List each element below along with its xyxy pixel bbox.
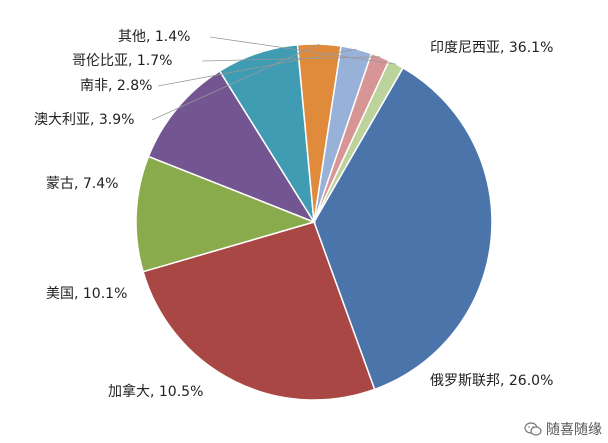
leader-line — [209, 36, 397, 65]
slice-label: 南非, 2.8% — [80, 78, 152, 94]
pie-slice — [135, 155, 317, 273]
pie-slice — [313, 59, 405, 223]
pie-slice — [142, 221, 376, 401]
watermark: 随喜随缘 — [524, 419, 602, 439]
wechat-icon — [524, 422, 542, 436]
pie-slice — [313, 66, 493, 391]
slice-label: 美国, 10.1% — [46, 286, 127, 302]
watermark-text: 随喜随缘 — [546, 422, 602, 438]
slice-label: 澳大利亚, 3.9% — [34, 112, 134, 128]
pie-slice — [147, 69, 316, 224]
slice-label: 印度尼西亚, 36.1% — [430, 40, 553, 56]
slice-label: 蒙古, 7.4% — [46, 176, 118, 192]
slice-label: 其他, 1.4% — [118, 29, 190, 45]
slice-label: 哥伦比亚, 1.7% — [72, 53, 172, 69]
slice-label: 俄罗斯联邦, 26.0% — [430, 373, 553, 389]
leader-line — [157, 48, 357, 87]
slice-label: 加拿大, 10.5% — [108, 383, 203, 400]
leader-line — [151, 43, 320, 121]
